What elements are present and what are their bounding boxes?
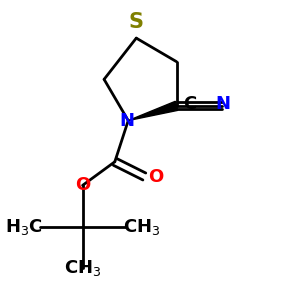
Text: N: N: [119, 112, 134, 130]
Text: O: O: [75, 176, 90, 194]
Text: O: O: [148, 167, 164, 185]
Text: S: S: [129, 12, 144, 32]
Polygon shape: [128, 101, 178, 121]
Text: N: N: [215, 95, 230, 113]
Text: CH$_3$: CH$_3$: [123, 217, 160, 237]
Text: C: C: [183, 95, 196, 113]
Text: H$_3$C: H$_3$C: [4, 217, 42, 237]
Text: CH$_3$: CH$_3$: [64, 258, 101, 278]
